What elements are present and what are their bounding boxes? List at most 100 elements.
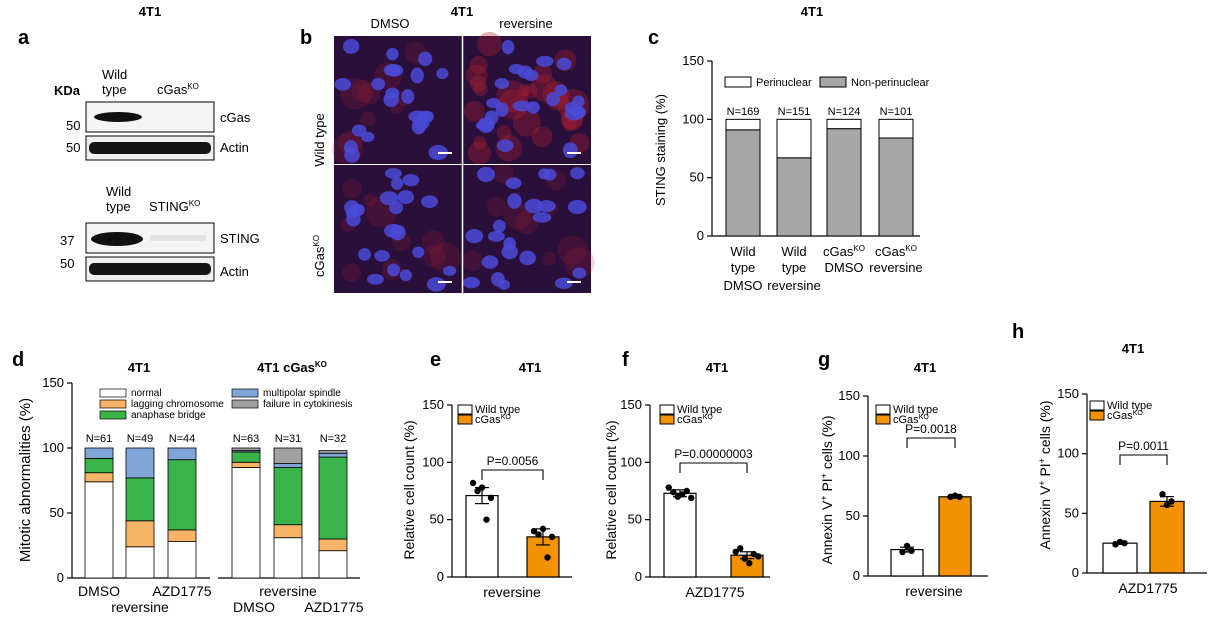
panel-h-legend-ko: cGasKO	[1107, 410, 1143, 422]
blot2-mw-2: 50	[60, 256, 74, 271]
panel-f-significance-bracket	[679, 462, 748, 473]
panel-d-bar-segment	[125, 520, 155, 548]
panel-h-legend-swatch-wt	[1089, 400, 1105, 411]
panel-f-data-point	[670, 488, 677, 496]
cytoplasm-stain	[542, 251, 557, 266]
panel-e-title: 4T1	[519, 360, 541, 375]
panel-e-data-point	[535, 531, 542, 538]
cytoplasm-stain	[342, 263, 362, 282]
panel-d-group-title-2-sup: KO	[315, 360, 327, 369]
micro-col-label-reversine: reversine	[499, 16, 552, 31]
panel-e-xlabel: reversine	[483, 584, 541, 600]
panel-f-data-point	[688, 494, 695, 502]
panel-d-xlabel: AZD1775	[152, 583, 211, 599]
panel-d-group-title-2: 4T1 cGasKO	[257, 360, 327, 375]
cytoplasm-stain	[462, 250, 484, 272]
panel-h-data-point	[1159, 491, 1166, 498]
panel-d-bar-segment	[273, 463, 303, 468]
panel-d-legend-swatch	[99, 399, 127, 409]
panel-d-legend-swatch	[231, 399, 259, 409]
nucleus	[481, 255, 499, 269]
panel-d-n-label: N=49	[127, 433, 154, 445]
nucleus	[570, 167, 585, 180]
panel-h-y-tick-label: 100	[1057, 446, 1079, 461]
panel-f-data-point	[755, 553, 762, 560]
nucleus	[494, 78, 510, 89]
panel-d-n-label: N=32	[320, 433, 347, 445]
panel-c-legend-swatch-perinuclear	[724, 76, 752, 88]
panel-e-data-point	[469, 479, 477, 487]
panel-c-xlabel-line3: DMSO	[724, 278, 763, 293]
panel-letter-f: f	[622, 349, 629, 371]
nucleus	[399, 269, 412, 282]
panel-h-bar	[1149, 500, 1185, 574]
panel-d-bar-segment	[167, 529, 197, 543]
cytoplasm-stain	[477, 31, 502, 57]
panel-d-legend-label: failure in cytokinesis	[263, 399, 352, 410]
panel-h-data-point	[1121, 539, 1128, 547]
panel-c-bar-perinuclear	[826, 118, 862, 130]
cytoplasm-stain	[469, 75, 487, 93]
blot1-band-actin	[89, 142, 211, 154]
panel-e-legend-ko-text: cGas	[475, 414, 501, 426]
blot1-col1-line1: Wild	[102, 67, 127, 82]
cytoplasm-stain	[467, 141, 491, 165]
panel-f-legend-ko-text: cGas	[677, 414, 703, 426]
panel-d-bar-segment	[231, 451, 261, 463]
blot1-band-cgas-wt	[94, 112, 142, 122]
panel-d-n-label: N=44	[169, 433, 196, 445]
panel-e-y-tick-label: 0	[437, 569, 444, 584]
nucleus	[418, 51, 433, 67]
panel-h-data-point	[1163, 501, 1171, 509]
panel-e-ylabel: Relative cell count (%)	[401, 420, 417, 559]
panel-d-bar-segment	[84, 472, 114, 483]
panel-f-data-point	[741, 555, 748, 562]
nucleus	[436, 68, 449, 80]
panel-d-chart: 0 50 100 150 Mitotic abnormalities (%) 4T1 4T1…	[17, 360, 364, 615]
nucleus	[346, 211, 361, 227]
panel-f-legend-swatch-wt	[659, 404, 675, 415]
nucleus	[572, 267, 587, 279]
panel-f-data-point	[746, 560, 753, 567]
panel-c-y-tick-label: 150	[682, 53, 704, 68]
panel-f-y-tick-label: 150	[620, 397, 642, 412]
panel-d-bar-segment	[231, 447, 261, 451]
nucleus	[402, 173, 420, 187]
nucleus	[476, 166, 495, 183]
panel-c-n-label: N=151	[778, 106, 811, 118]
cytoplasm-stain	[522, 84, 538, 99]
panel-d-y-tick-label: 150	[42, 375, 64, 390]
panel-h-y-tick-label: 0	[1072, 565, 1079, 580]
panel-g-ylabel-sup2: +	[819, 473, 829, 478]
panel-f-legend-ko: cGasKO	[677, 414, 713, 426]
panel-f-data-point	[665, 484, 672, 491]
nucleus	[526, 101, 540, 114]
cytoplasm-stain	[492, 162, 514, 184]
panel-d-bar-segment	[273, 537, 303, 579]
panel-c-n-label: N=101	[880, 106, 913, 118]
panel-e-data-point	[530, 527, 538, 535]
panel-d-bar-segment	[125, 546, 155, 579]
panel-h-ylabel-mid: PI	[1037, 463, 1053, 480]
nucleus	[374, 250, 390, 262]
panel-d-bar-segment	[273, 467, 303, 526]
nucleus	[410, 67, 424, 84]
panel-c-y-tick-label: 50	[690, 170, 704, 185]
nucleus	[556, 57, 572, 71]
nucleus	[386, 64, 404, 77]
panel-g-ylabel-sup1: +	[819, 495, 829, 500]
panel-d-legend-label: anaphase bridge	[131, 410, 206, 421]
panel-e-bar	[465, 494, 499, 578]
panel-e-y-tick-label: 100	[422, 454, 444, 469]
cytoplasm-stain	[421, 230, 445, 254]
panel-d-bar-segment	[273, 447, 303, 465]
panel-h-pvalue: P=0.0011	[1118, 439, 1169, 453]
panel-e-significance-bracket	[481, 469, 544, 480]
panel-c-n-label: N=169	[727, 106, 760, 118]
nucleus	[397, 190, 415, 205]
panel-letter-h: h	[1012, 321, 1024, 343]
panel-f-data-point	[732, 548, 739, 555]
panel-g-ylabel: Annexin V+ PI+ cells (%)	[819, 415, 835, 564]
panel-g-xlabel: reversine	[905, 583, 963, 599]
nucleus	[493, 219, 506, 233]
